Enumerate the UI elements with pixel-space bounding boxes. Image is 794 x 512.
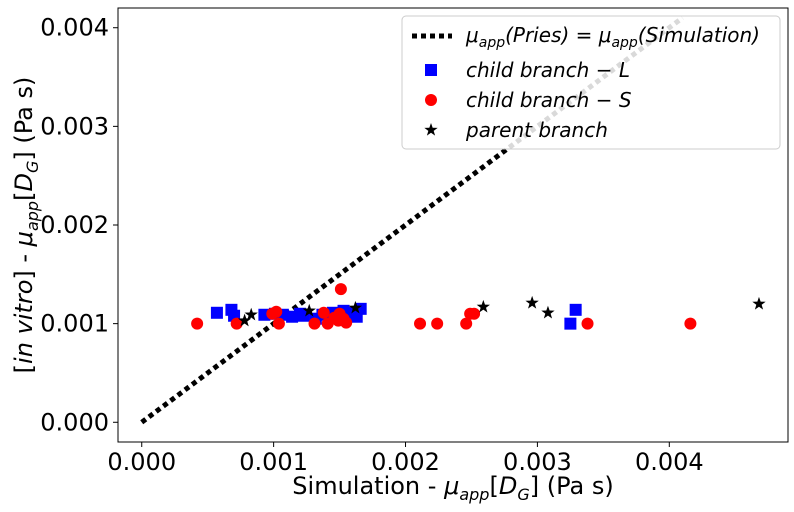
legend-box (401, 15, 781, 150)
child-branch-s-point (431, 317, 444, 330)
child-branch-s-point (191, 317, 204, 330)
parent-branch-point (237, 313, 252, 327)
y-tick-label: 0.001 (40, 310, 109, 338)
child-branch-l-point (569, 303, 582, 316)
x-tick-label: 0.001 (239, 448, 308, 476)
child-branch-l-point (210, 306, 223, 319)
y-tick-label: 0.004 (40, 14, 109, 42)
x-tick-label: 0.002 (371, 448, 440, 476)
parent-branch-point (302, 303, 316, 317)
child-branch-s-point (230, 317, 243, 330)
child-branch-s-point (684, 317, 697, 330)
parent-branch-point (752, 296, 766, 310)
y-axis-label: [in vitro] - μapp[DG] (Pa s) (10, 77, 42, 374)
legend-child-branch-s-label: child branch − S (466, 88, 632, 112)
child-branch-s-point (340, 316, 353, 329)
y-tick-label: 0.002 (40, 211, 109, 239)
child-branch-s-point (270, 305, 283, 318)
legend: μapp(Pries) = μapp(Simulation) child bra… (401, 15, 781, 150)
parent-branch-point (476, 299, 490, 313)
legend-parent-branch-swatch (424, 123, 438, 136)
legend-child-branch-l-swatch (425, 64, 437, 76)
parent-branch-point (244, 307, 258, 321)
x-axis-label: Simulation - μapp[DG] (Pa s) (292, 472, 613, 504)
parent-branch-point (541, 305, 555, 319)
child-branch-s-point (308, 317, 321, 330)
x-tick-label: 0.000 (107, 448, 176, 476)
x-tick-label: 0.004 (635, 448, 704, 476)
x-tick-label: 0.003 (503, 448, 572, 476)
child-branch-s-point (460, 317, 473, 330)
child-branch-l-point (564, 317, 577, 330)
legend-child-branch-l-label: child branch − L (466, 58, 630, 82)
y-axis-ticks: 0.000 0.001 0.002 0.003 0.004 (40, 14, 118, 436)
data-points (191, 283, 766, 330)
legend-child-branch-s-swatch (425, 94, 437, 106)
child-branch-s-point (317, 306, 330, 319)
child-branch-s-point (272, 317, 285, 330)
parent-branch-point (525, 295, 539, 309)
child-branch-s-point (334, 283, 347, 296)
y-tick-label: 0.003 (40, 112, 109, 140)
child-branch-s-point (581, 317, 594, 330)
legend-parent-branch-label: parent branch (465, 118, 608, 142)
parent-branch-point (348, 300, 363, 314)
child-branch-s-point (414, 317, 427, 330)
y-tick-label: 0.000 (40, 408, 109, 436)
x-axis-ticks: 0.000 0.001 0.002 0.003 0.004 (107, 442, 704, 476)
child-branch-s-point (468, 307, 481, 320)
